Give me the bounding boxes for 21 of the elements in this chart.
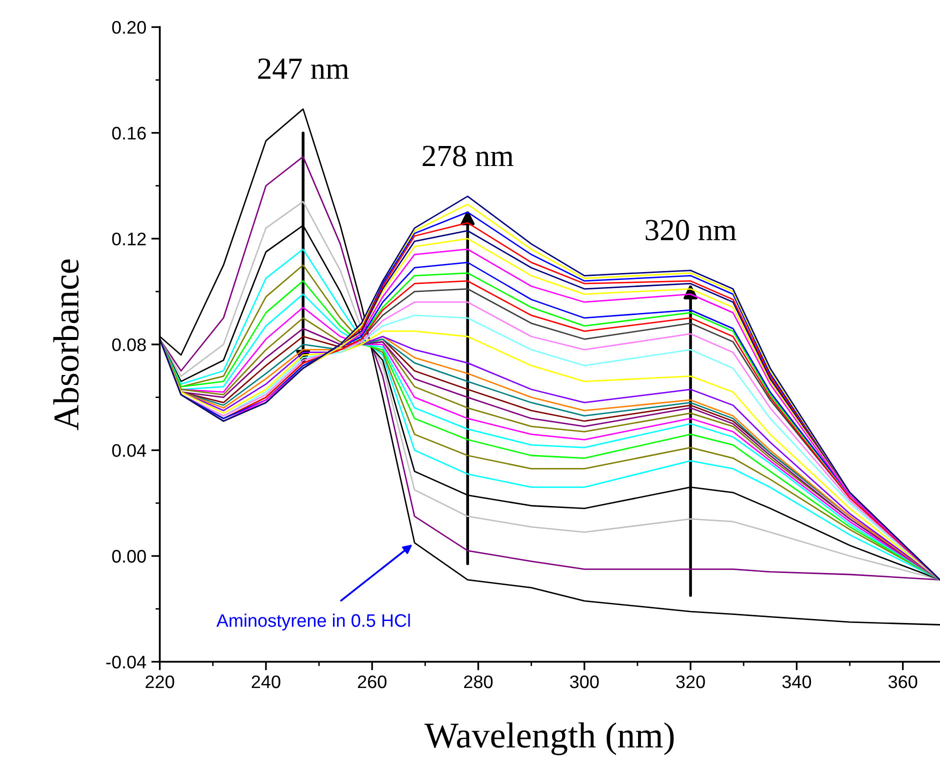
- y-tick-label: -0.04: [106, 656, 146, 668]
- annotation: 278 nm: [422, 146, 514, 166]
- x-tick-label: 220: [146, 675, 174, 688]
- x-tick-label: 240: [252, 675, 280, 688]
- y-tick-label: 0.12: [112, 232, 146, 246]
- y-tick-label: 0.16: [112, 126, 146, 140]
- x-tick-label: 280: [464, 675, 493, 688]
- y-tick-label: 0.08: [112, 338, 146, 352]
- x-tick-label: 300: [570, 675, 599, 688]
- annotation: Aminostyrene in 0.5 HCl: [216, 614, 410, 631]
- annotation: 320 nm: [646, 220, 736, 240]
- x-tick-label: 340: [782, 675, 812, 688]
- annotation: 247 nm: [258, 58, 349, 79]
- y-axis-title: Absorbance: [53, 259, 79, 430]
- x-tick-label: 260: [358, 675, 386, 688]
- y-tick-label: 0.00: [112, 550, 146, 563]
- y-tick-label: 0.04: [112, 444, 146, 457]
- x-tick-label: 360: [888, 675, 918, 688]
- x-axis-title: Wavelength (nm): [424, 722, 674, 756]
- x-tick-label: 320: [676, 675, 705, 688]
- y-tick-label: 0.20: [112, 21, 146, 34]
